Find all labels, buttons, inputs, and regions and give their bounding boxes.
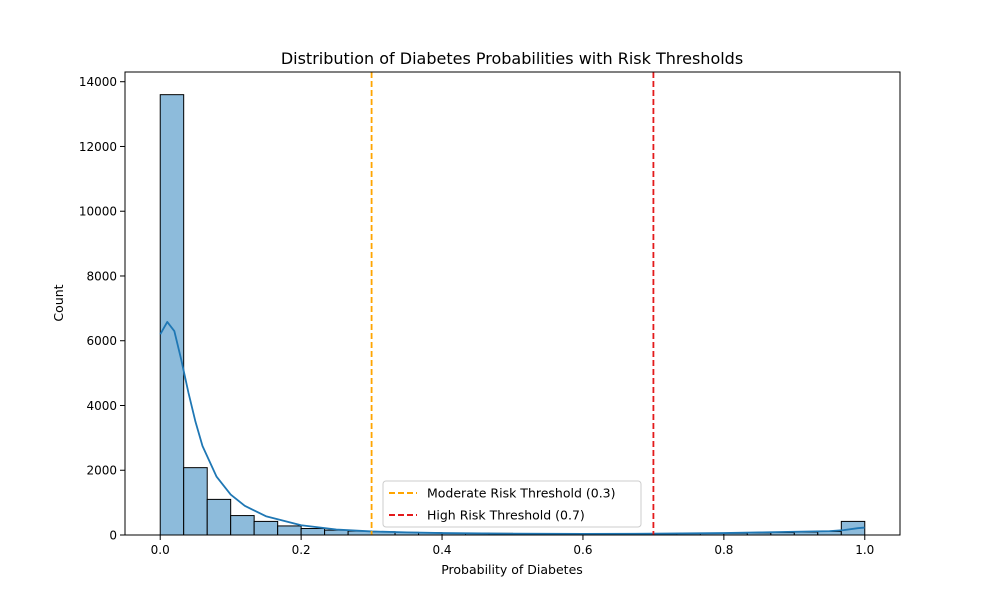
y-tick-label: 4000 [86,399,117,413]
y-axis-label: Count [51,284,66,321]
y-tick-label: 10000 [79,205,117,219]
histogram-bar [183,467,208,536]
x-axis-label: Probability of Diabetes [441,562,583,577]
histogram-bar [277,525,302,536]
plot-frame [124,71,901,536]
x-tick-label: 0.0 [151,543,170,557]
y-tick-label: 0 [109,529,117,543]
histogram-bar [230,515,255,536]
legend-box [382,480,642,528]
y-axis: 0 2000 4000 6000 8000 10000 12000 14000 [79,75,125,543]
histogram-bar [300,528,326,536]
legend-label-high: High Risk Threshold (0.7) [427,508,585,523]
y-tick-label: 6000 [86,334,117,348]
threshold-lines [370,72,655,535]
x-tick-label: 0.4 [432,543,451,557]
x-axis: 0.0 0.2 0.4 0.6 0.8 1.0 [151,535,874,557]
x-tick-label: 0.8 [714,543,733,557]
y-tick-label: 8000 [86,269,117,283]
kde-curve-group [159,321,865,535]
legend-label-moderate: Moderate Risk Threshold (0.3) [427,486,616,501]
y-tick-label: 14000 [79,75,117,89]
histogram-bar [324,529,349,536]
histogram-bar [206,498,232,536]
chart-title: Distribution of Diabetes Probabilities w… [281,49,743,68]
x-tick-label: 0.2 [292,543,311,557]
kde-curve [159,321,865,535]
y-tick-label: 12000 [79,140,117,154]
histogram-bar [253,520,279,536]
x-tick-label: 0.6 [573,543,592,557]
y-tick-label: 2000 [86,464,117,478]
legend: Moderate Risk Threshold (0.3) High Risk … [382,480,642,528]
histogram-bars [159,94,866,536]
x-tick-label: 1.0 [855,543,874,557]
histogram-bar [159,94,185,536]
